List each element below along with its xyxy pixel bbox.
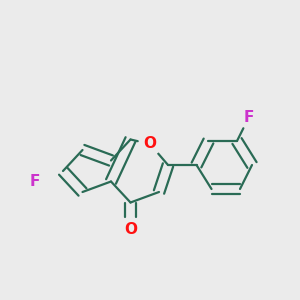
Text: F: F <box>244 110 254 124</box>
Text: O: O <box>124 222 137 237</box>
Text: O: O <box>143 136 157 152</box>
Text: F: F <box>29 174 40 189</box>
